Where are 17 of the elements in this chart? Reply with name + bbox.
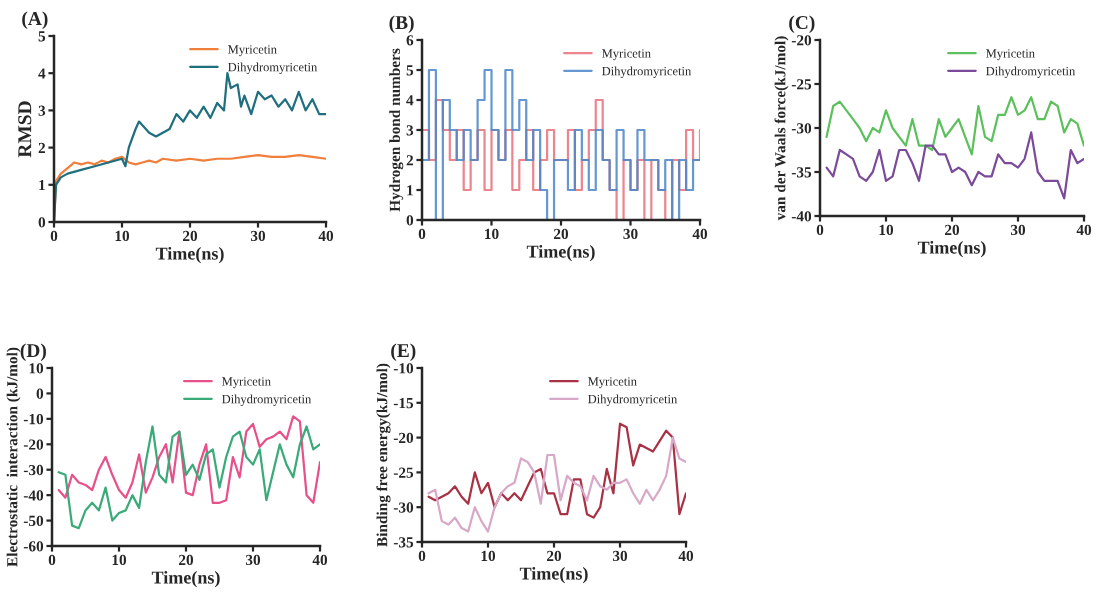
line-series [825,96,1084,156]
x-axis-title: Time(ns) [526,244,595,262]
line-series [57,415,320,504]
chart-title: (A) [22,11,48,30]
chart-title: (E) [391,343,416,362]
x-axis-title: Time(ns) [151,570,220,588]
line-series [427,436,686,533]
chart-title: (C) [789,15,815,34]
y-axis-title: RMSD [18,101,32,158]
x-axis-title: Time(ns) [917,240,986,258]
line-series [825,131,1084,200]
chart-title: (B) [389,15,414,34]
line-series [57,425,320,530]
chart-title: (D) [20,343,46,362]
x-axis-title: Time(ns) [155,246,224,264]
line-series [427,422,686,519]
x-axis-title: Time(ns) [519,566,588,584]
